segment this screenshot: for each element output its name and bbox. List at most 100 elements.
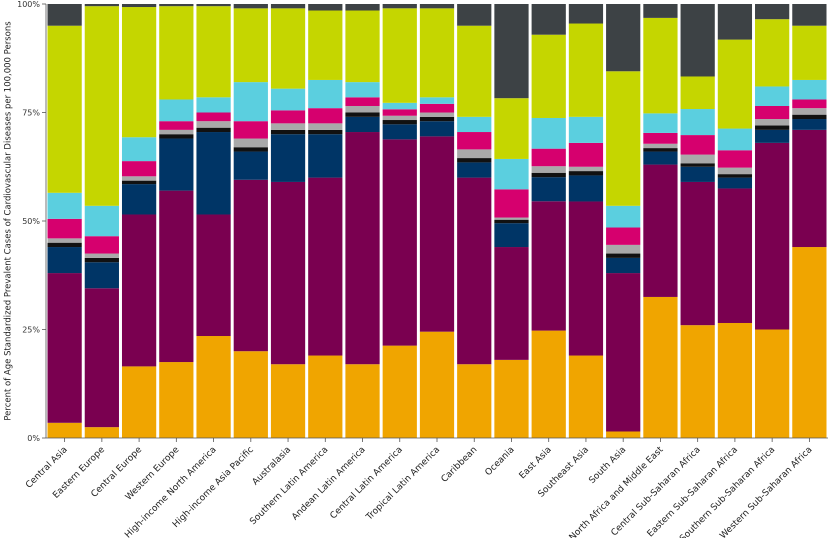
bar-segment-7-1 (47, 192, 82, 219)
bar-segment-6-2 (84, 236, 119, 254)
bar-segment-8-2 (84, 6, 119, 206)
bar-segment-6-10 (382, 109, 417, 116)
bar-segment-9-8 (308, 4, 343, 11)
bar-segment-9-16 (606, 4, 641, 72)
bar-segment-8-21 (792, 25, 827, 80)
bar-segment-2-5 (196, 214, 231, 337)
bar-segment-8-3 (121, 7, 157, 138)
bar-segment-2-4 (159, 190, 194, 363)
bar-segment-4-10 (382, 120, 417, 125)
x-tick-label: Caribbean (440, 445, 480, 485)
x-tick-label: High-income Asia Pacific (171, 445, 256, 530)
bar-segment-8-19 (717, 39, 753, 129)
bar-segment-9-7 (270, 4, 306, 9)
bar-segment-6-4 (159, 121, 194, 130)
y-tick-label: 25% (22, 326, 40, 335)
bar-segment-9-13 (494, 4, 529, 99)
bar-segment-8-17 (643, 17, 678, 114)
bar-segment-1-8 (308, 355, 343, 438)
bar-segment-9-21 (792, 4, 827, 26)
bar-segment-7-19 (717, 128, 753, 151)
y-tick-label: 0% (27, 434, 40, 443)
bar-segment-4-20 (755, 125, 790, 130)
bar-segment-2-14 (531, 201, 566, 331)
bar-segment-2-16 (606, 273, 641, 432)
bar-segment-1-19 (717, 322, 753, 438)
bar-segment-6-7 (270, 110, 306, 124)
bar-segment-6-9 (345, 97, 380, 106)
bar-segment-9-3 (121, 4, 157, 8)
x-tick-label: Andean Latin America (290, 445, 367, 522)
x-tick-label: Tropical Latin America (364, 445, 442, 523)
bar-segment-4-3 (121, 180, 157, 185)
bar-segment-7-12 (457, 116, 492, 133)
bar-segment-2-3 (121, 214, 157, 367)
bar-segment-9-14 (531, 4, 566, 35)
bar-segment-5-5 (196, 121, 231, 128)
bar-segment-3-21 (792, 119, 827, 130)
bar-segment-4-18 (680, 163, 715, 167)
bar-segment-5-7 (270, 123, 306, 130)
bar-segment-7-18 (680, 109, 715, 136)
bar-segment-6-11 (419, 103, 455, 113)
bar-segment-2-7 (270, 181, 306, 365)
bar-segment-4-6 (233, 147, 268, 152)
bar-segment-3-15 (568, 175, 604, 202)
bar-segment-1-7 (270, 364, 306, 438)
bar-segment-3-8 (308, 134, 343, 178)
y-tick-label: 100% (17, 0, 40, 9)
bar-segment-5-13 (494, 217, 529, 220)
bar-segment-1-14 (531, 330, 566, 438)
bar-segment-4-11 (419, 116, 455, 122)
bar-segment-6-16 (606, 227, 641, 245)
y-tick-label: 50% (22, 217, 40, 226)
bar-segment-1-2 (84, 427, 119, 438)
bar-segment-7-14 (531, 117, 566, 149)
bar-segment-5-14 (531, 166, 566, 173)
bar-segment-1-18 (680, 325, 715, 438)
bar-segment-1-13 (494, 359, 529, 438)
bar-segment-9-17 (643, 4, 678, 18)
bar-segment-3-1 (47, 247, 82, 274)
x-tick-label: East Asia (518, 445, 554, 481)
bar-segment-2-8 (308, 177, 343, 356)
bar-segment-7-2 (84, 205, 119, 237)
bar-segment-2-15 (568, 201, 604, 356)
bar-segment-8-20 (755, 19, 790, 87)
bar-segment-9-15 (568, 4, 604, 24)
bar-segment-7-7 (270, 88, 306, 111)
bar-segment-6-8 (308, 108, 343, 124)
bar-segment-8-14 (531, 34, 566, 118)
bar-segment-1-20 (755, 329, 790, 438)
bar-segment-5-18 (680, 154, 715, 164)
bar-segment-7-13 (494, 158, 529, 190)
bar-segment-3-7 (270, 134, 306, 182)
bar-segment-5-3 (121, 176, 157, 181)
bar-segment-7-3 (121, 137, 157, 162)
bar-segment-1-5 (196, 336, 231, 438)
bar-segment-4-13 (494, 219, 529, 224)
bar-segment-9-1 (47, 4, 82, 26)
bar-segment-9-6 (233, 4, 268, 9)
bar-segment-3-6 (233, 151, 268, 180)
bar-segment-7-10 (382, 102, 417, 110)
bar-segment-9-5 (196, 4, 231, 7)
bar-segment-1-11 (419, 331, 455, 438)
x-tick-label: South Asia (587, 445, 628, 486)
bar-segment-9-19 (717, 4, 753, 40)
y-tick-label: 75% (22, 109, 40, 118)
bar-segment-6-1 (47, 218, 82, 239)
bar-segment-5-1 (47, 238, 82, 243)
bar-segment-8-5 (196, 6, 231, 98)
bar-segment-3-19 (717, 177, 753, 189)
bar-segment-6-6 (233, 121, 268, 139)
bar-segment-4-8 (308, 129, 343, 135)
bar-segment-3-3 (121, 184, 157, 215)
bar-segment-4-19 (717, 174, 753, 178)
bar-segment-8-8 (308, 10, 343, 80)
y-axis-title: Percent of Age Standardized Prevalent Ca… (4, 21, 14, 421)
bar-segment-5-10 (382, 115, 417, 121)
bar-segment-5-9 (345, 105, 380, 113)
bar-segment-7-15 (568, 116, 604, 143)
bar-segment-2-2 (84, 288, 119, 428)
